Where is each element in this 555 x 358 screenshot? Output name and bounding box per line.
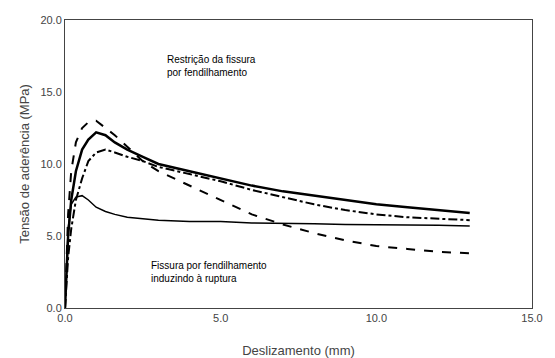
svg-text:0.0: 0.0 [57, 312, 72, 324]
svg-text:15.0: 15.0 [521, 312, 542, 324]
svg-text:5.0: 5.0 [213, 312, 228, 324]
svg-text:Fissura por fendilhamentoinduz: Fissura por fendilhamentoinduzindo à rup… [151, 260, 267, 284]
svg-text:0.0: 0.0 [47, 302, 62, 314]
svg-text:15.0: 15.0 [40, 86, 61, 98]
svg-text:10.0: 10.0 [366, 312, 387, 324]
svg-text:Deslizamento (mm): Deslizamento (mm) [242, 343, 355, 358]
svg-text:Restrição da fissurapor fendil: Restrição da fissurapor fendilhamento [167, 54, 256, 78]
svg-text:10.0: 10.0 [40, 158, 61, 170]
svg-text:Tensão de aderência (MPa): Tensão de aderência (MPa) [17, 84, 32, 244]
svg-text:5.0: 5.0 [47, 230, 62, 242]
svg-text:20.0: 20.0 [40, 14, 61, 26]
